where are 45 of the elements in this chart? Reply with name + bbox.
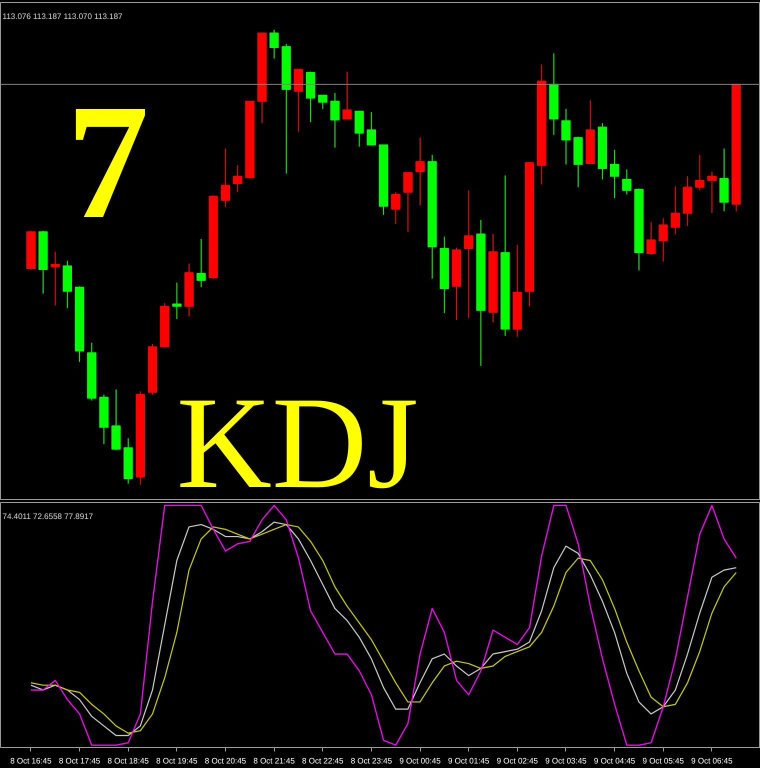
- candlestick: [342, 71, 352, 120]
- text: 113.076 113.187 113.070 113.187: [2, 12, 124, 21]
- annotation: KDJ: [176, 369, 419, 516]
- candlestick: [269, 29, 279, 59]
- candlestick: [464, 190, 474, 319]
- candlestick: [658, 218, 668, 262]
- candlestick: [318, 94, 328, 110]
- x-tick-label: 8 Oct 23:45: [350, 756, 393, 766]
- annotation: 74.4011 72.6558 77.8917: [2, 512, 94, 521]
- x-tick-label: 8 Oct 21:45: [253, 756, 296, 766]
- candlestick: [330, 92, 340, 148]
- x-tick-label: 9 Oct 01:45: [448, 756, 490, 766]
- candlestick: [354, 110, 364, 148]
- candlestick: [646, 222, 656, 256]
- x-tick-label: 9 Oct 00:45: [399, 756, 442, 766]
- candlestick: [403, 172, 412, 232]
- x-tick-label: 9 Oct 02:45: [496, 756, 539, 766]
- candlestick: [415, 137, 425, 206]
- x-tick-label: 9 Oct 03:45: [545, 756, 588, 766]
- annotation: 7: [66, 70, 149, 253]
- x-tick-label: 9 Oct 04:45: [594, 756, 636, 766]
- candlestick: [196, 238, 206, 288]
- candlestick: [561, 108, 571, 165]
- candlestick: [622, 168, 632, 195]
- x-tick-label: 8 Oct 20:45: [204, 756, 247, 766]
- x-tick-label: 8 Oct 19:45: [156, 756, 198, 766]
- x-tick-label: 9 Oct 06:45: [691, 756, 734, 766]
- candlestick: [172, 282, 182, 320]
- x-tick-label: 8 Oct 22:45: [302, 756, 344, 766]
- candlestick: [220, 148, 230, 208]
- candlestick: [50, 251, 60, 306]
- candlestick: [695, 154, 704, 191]
- candlestick: [111, 389, 121, 451]
- x-tick-label: 8 Oct 18:45: [108, 756, 150, 766]
- candlestick: [294, 68, 304, 132]
- candlestick: [670, 186, 680, 234]
- candlestick: [366, 112, 376, 146]
- x-tick-label: 8 Oct 16:45: [10, 756, 52, 766]
- x-tick-label: 9 Oct 05:45: [642, 756, 684, 766]
- candlestick: [719, 148, 729, 212]
- x-tick-label: 8 Oct 17:45: [58, 756, 101, 766]
- candlestick: [707, 171, 716, 214]
- candlestick: [232, 164, 242, 193]
- candlestick: [391, 192, 400, 224]
- candlestick: [610, 149, 620, 199]
